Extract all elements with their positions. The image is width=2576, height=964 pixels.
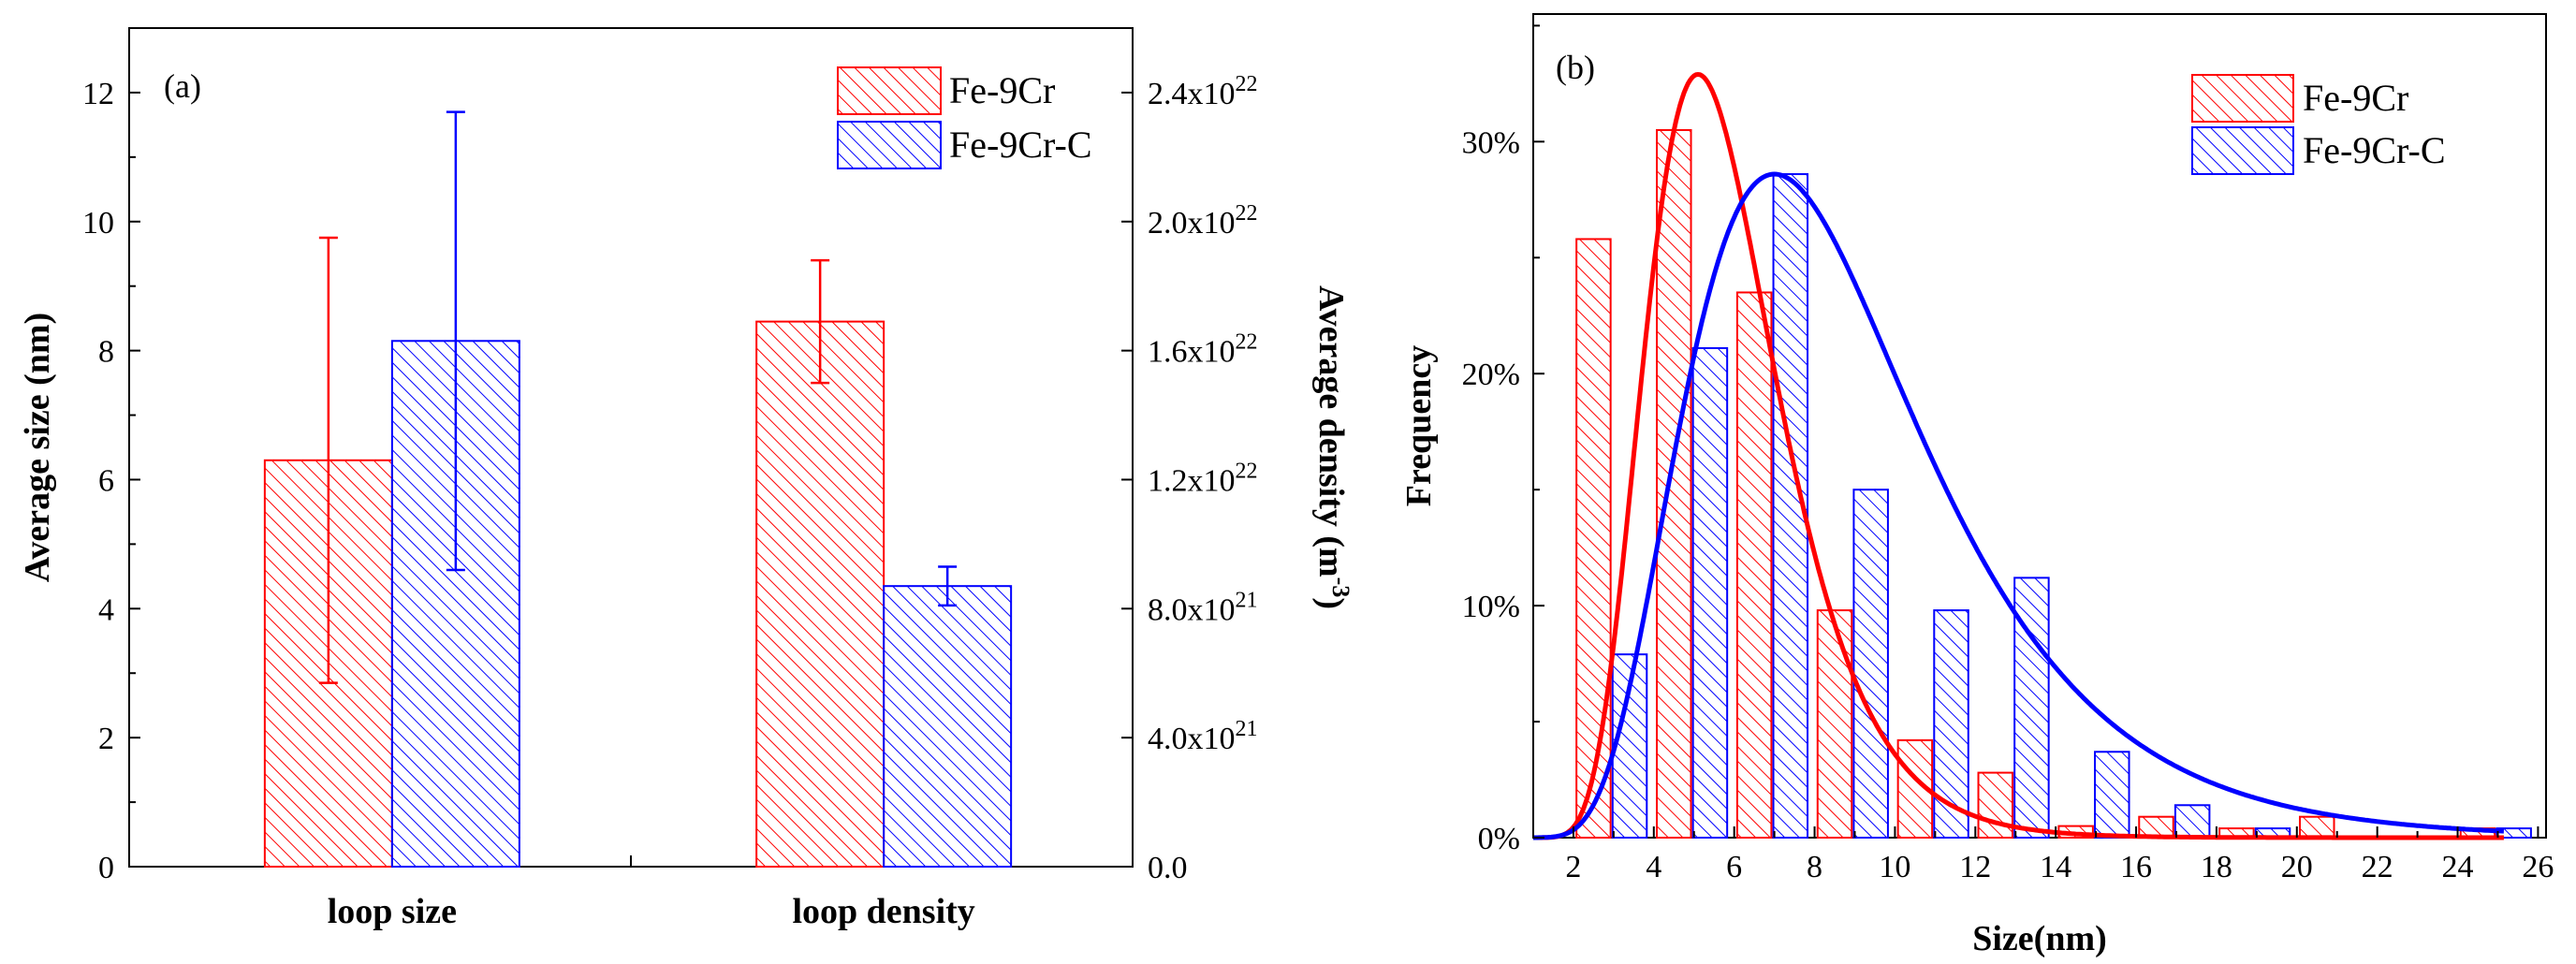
legend-label-fe-9cr-c: Fe-9Cr-C: [949, 124, 1092, 166]
y-tick-label: 20%: [1462, 358, 1520, 392]
y-tick-label: 10: [82, 206, 114, 241]
bar-fe-9cr-c-loop-density: [883, 585, 1013, 869]
panel-a-bars: [263, 110, 1013, 869]
bar-fe-9cr-loop-density: [755, 320, 886, 869]
legend-label-fe-9cr: Fe-9Cr: [949, 69, 1055, 111]
y-tick-label: 4: [98, 592, 114, 627]
legend-swatch-fe-9cr-c: [837, 121, 942, 169]
legend-label-fe-9cr: Fe-9Cr: [2303, 77, 2408, 119]
x-category-label: loop density: [792, 892, 974, 931]
error-bar-fe-9cr-c-loop-size: [446, 110, 465, 572]
panel-b-fit-curves: [1533, 71, 2505, 840]
panel-b-x-axis-title: Size(nm): [1972, 919, 2107, 958]
y2-tick-label: 0.0: [1148, 851, 1188, 885]
bar-fe-9cr-12-5: [1977, 771, 2014, 839]
x-tick-label: 18: [2201, 850, 2232, 884]
bar-fe-9cr-6-5: [1735, 291, 1773, 839]
x-tick-label: 14: [2040, 850, 2071, 884]
y2-tick-label: 2.0x1022: [1148, 201, 1258, 241]
bar-fe-9cr-8-5: [1816, 609, 1853, 840]
panel-a: 0 2 4 6 8 10 12 0.0 4.0x1021 8.0x1021 1.2x1022 1.6…: [18, 27, 1354, 931]
bar-fe-9cr-4-5: [1656, 128, 1692, 839]
bar-fe-9cr-c-9-4: [1852, 489, 1889, 839]
legend-swatch-fe-9cr-c: [2191, 126, 2294, 175]
y2-tick-label: 1.2x1022: [1148, 459, 1258, 498]
x-tick-label: 12: [1959, 850, 1991, 884]
y-tick-label: 10%: [1462, 590, 1520, 624]
panel-b-bars: [1575, 128, 2532, 840]
x-tick-label: 22: [2362, 850, 2393, 884]
x-tick-label: 2: [1565, 850, 1581, 884]
x-tick-label: 8: [1807, 850, 1822, 884]
panel-b-label: (b): [1556, 49, 1595, 86]
panel-a-category-labels: loop size loop density: [328, 855, 975, 931]
bar-fe-9cr-c-5-4: [1691, 346, 1729, 839]
fit-curve-fe-9cr: [1533, 71, 2504, 840]
x-tick-label: 26: [2522, 850, 2554, 884]
y2-tick-label: 8.0x1021: [1148, 588, 1258, 627]
x-tick-label: 20: [2281, 850, 2313, 884]
panel-b: 2 4 6 8 10 12 14 16 18 20 22 24 26 0%10%20%30% (b) S…: [1399, 13, 2554, 958]
bar-fe-9cr-c-17-4: [2174, 804, 2211, 839]
panel-b-y-axis-title: Frequency: [1399, 345, 1439, 506]
x-tick-label: 16: [2120, 850, 2152, 884]
y-tick-label: 8: [98, 335, 114, 370]
error-bar-fe-9cr-c-loop-density: [938, 565, 958, 607]
legend-label-fe-9cr-c: Fe-9Cr-C: [2303, 129, 2446, 171]
panel-b-y-axis: 0% 10% 20% 30%: [1462, 24, 1544, 856]
legend-swatch-fe-9cr: [837, 66, 942, 115]
x-tick-label: 24: [2442, 850, 2474, 884]
panel-a-y-axis-title: Average size (nm): [18, 313, 57, 582]
y-tick-label: 6: [98, 463, 114, 498]
y2-tick-label: 1.6x1022: [1148, 330, 1258, 370]
legend-swatch-fe-9cr: [2191, 74, 2294, 123]
bar-fe-9cr-20-5: [2299, 815, 2335, 839]
panel-a-left-axis: 0 2 4 6 8 10 12: [82, 77, 140, 885]
x-tick-label: 4: [1646, 850, 1661, 884]
y2-tick-label: 4.0x1021: [1148, 717, 1258, 756]
panel-b-x-axis: 2 4 6 8 10 12 14 16 18 20 22 24 26: [1532, 826, 2554, 884]
panel-b-legend: Fe-9Cr Fe-9Cr-C: [2191, 74, 2446, 175]
fit-curve-fe-9cr-c: [1533, 171, 2505, 840]
y-tick-label: 30%: [1462, 125, 1520, 160]
panel-a-legend: Fe-9Cr Fe-9Cr-C: [837, 66, 1092, 169]
panel-a-right-axis-title: Average density (m-3): [1311, 285, 1354, 609]
panel-a-right-axis: 0.0 4.0x1021 8.0x1021 1.2x1022 1.6x1022 2.0x1…: [1121, 72, 1258, 885]
x-tick-label: 6: [1726, 850, 1742, 884]
bar-fe-9cr-c-15-4: [2094, 751, 2130, 839]
error-bar-fe-9cr-loop-density: [811, 258, 830, 385]
error-bar-fe-9cr-loop-size: [318, 236, 338, 684]
panel-a-label: (a): [164, 67, 201, 105]
y-tick-label: 0%: [1478, 822, 1520, 856]
y-tick-label: 2: [98, 722, 114, 756]
y-tick-label: 12: [82, 77, 114, 111]
bar-fe-9cr-2-5: [1575, 238, 1612, 840]
y2-tick-label: 2.4x1022: [1148, 72, 1258, 111]
x-category-label: loop size: [328, 892, 457, 931]
x-tick-label: 10: [1879, 850, 1910, 884]
y-tick-label: 0: [98, 851, 114, 885]
